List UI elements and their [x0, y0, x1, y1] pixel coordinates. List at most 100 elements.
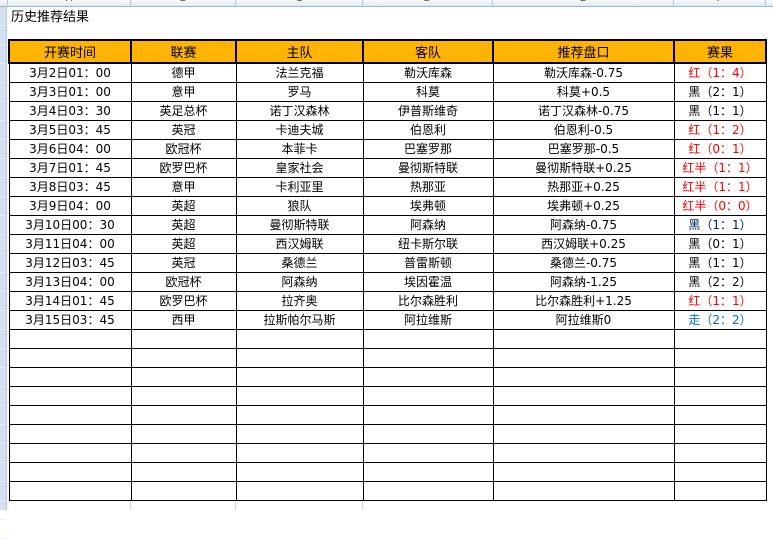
empty-cell[interactable] — [235, 462, 364, 482]
cell-home[interactable]: 西汉姆联 — [235, 234, 364, 254]
cell-handicap[interactable]: 阿森纳-0.75 — [492, 215, 675, 235]
cell-league[interactable]: 英超 — [130, 215, 237, 235]
cell-away[interactable]: 比尔森胜利 — [362, 291, 494, 311]
empty-cell[interactable] — [492, 329, 675, 349]
empty-cell[interactable] — [673, 424, 767, 444]
cell-league[interactable]: 英冠 — [130, 253, 237, 273]
empty-cell[interactable] — [8, 424, 132, 444]
cell-result[interactable]: 走（2：2） — [673, 310, 767, 330]
cell-home[interactable]: 本菲卡 — [235, 139, 364, 159]
cell-away[interactable]: 科莫 — [362, 82, 494, 102]
empty-cell[interactable] — [362, 386, 494, 406]
empty-cell[interactable] — [492, 405, 675, 425]
column-letter-B[interactable]: B — [131, 0, 236, 6]
cell-time[interactable]: 3月15日03：45 — [8, 310, 132, 330]
cell-away[interactable]: 伯恩利 — [362, 120, 494, 140]
empty-cell[interactable] — [492, 443, 675, 463]
cell-home[interactable]: 拉齐奥 — [235, 291, 364, 311]
cell-league[interactable]: 英超 — [130, 196, 237, 216]
cell-away[interactable]: 阿森纳 — [362, 215, 494, 235]
cell-result[interactable]: 黑（1：1） — [673, 101, 767, 121]
cell-handicap[interactable]: 阿森纳-1.25 — [492, 272, 675, 292]
empty-cell[interactable] — [130, 462, 237, 482]
cell-handicap[interactable]: 科莫+0.5 — [492, 82, 675, 102]
empty-cell[interactable] — [492, 481, 675, 501]
empty-cell[interactable] — [492, 367, 675, 387]
empty-cell[interactable] — [8, 367, 132, 387]
cell-time[interactable]: 3月5日03：45 — [8, 120, 132, 140]
cell-league[interactable]: 英超 — [130, 234, 237, 254]
cell-home[interactable]: 卡迪夫城 — [235, 120, 364, 140]
cell-result[interactable]: 红（1：2） — [673, 120, 767, 140]
empty-cell[interactable] — [362, 462, 494, 482]
empty-cell[interactable] — [362, 424, 494, 444]
empty-cell[interactable] — [673, 462, 767, 482]
empty-cell[interactable] — [235, 405, 364, 425]
column-letter-C[interactable]: C — [236, 0, 363, 6]
cell-home[interactable]: 罗马 — [235, 82, 364, 102]
column-header-2[interactable]: 主队 — [235, 39, 364, 64]
cell-away[interactable]: 巴塞罗那 — [362, 139, 494, 159]
cell-home[interactable]: 阿森纳 — [235, 272, 364, 292]
cell-handicap[interactable]: 比尔森胜利+1.25 — [492, 291, 675, 311]
empty-cell[interactable] — [362, 405, 494, 425]
empty-cell[interactable] — [362, 481, 494, 501]
empty-cell[interactable] — [130, 405, 237, 425]
empty-cell[interactable] — [130, 481, 237, 501]
cell-away[interactable]: 阿拉维斯 — [362, 310, 494, 330]
empty-cell[interactable] — [362, 367, 494, 387]
empty-cell[interactable] — [673, 348, 767, 368]
column-header-1[interactable]: 联赛 — [130, 39, 237, 64]
cell-time[interactable]: 3月7日01：45 — [8, 158, 132, 178]
cell-result[interactable]: 红（1：4） — [673, 62, 767, 83]
cell-handicap[interactable]: 西汉姆联+0.25 — [492, 234, 675, 254]
cell-away[interactable]: 普雷斯顿 — [362, 253, 494, 273]
cell-result[interactable]: 黑（1：1） — [673, 253, 767, 273]
cell-away[interactable]: 勒沃库森 — [362, 62, 494, 83]
column-letter-F[interactable]: F — [674, 0, 766, 6]
cell-result[interactable]: 红半（0：0） — [673, 196, 767, 216]
empty-cell[interactable] — [235, 329, 364, 349]
cell-league[interactable]: 欧罗巴杯 — [130, 291, 237, 311]
empty-cell[interactable] — [673, 386, 767, 406]
empty-cell[interactable] — [673, 405, 767, 425]
cell-league[interactable]: 欧冠杯 — [130, 272, 237, 292]
cell-result[interactable]: 红半（1：1） — [673, 158, 767, 178]
empty-cell[interactable] — [8, 329, 132, 349]
empty-cell[interactable] — [673, 481, 767, 501]
cell-handicap[interactable]: 曼彻斯特联+0.25 — [492, 158, 675, 178]
column-header-4[interactable]: 推荐盘口 — [492, 39, 675, 64]
empty-cell[interactable] — [8, 405, 132, 425]
cell-league[interactable]: 德甲 — [130, 62, 237, 83]
empty-cell[interactable] — [673, 367, 767, 387]
empty-cell[interactable] — [130, 348, 237, 368]
cell-away[interactable]: 曼彻斯特联 — [362, 158, 494, 178]
cell-handicap[interactable]: 埃弗顿+0.25 — [492, 196, 675, 216]
cell-result[interactable]: 黑（1：1） — [673, 215, 767, 235]
empty-cell[interactable] — [8, 462, 132, 482]
empty-cell[interactable] — [130, 329, 237, 349]
cell-time[interactable]: 3月13日04：00 — [8, 272, 132, 292]
cell-league[interactable]: 西甲 — [130, 310, 237, 330]
cell-result[interactable]: 红（1：1） — [673, 291, 767, 311]
cell-time[interactable]: 3月8日03：45 — [8, 177, 132, 197]
cell-home[interactable]: 卡利亚里 — [235, 177, 364, 197]
cell-home[interactable]: 曼彻斯特联 — [235, 215, 364, 235]
empty-cell[interactable] — [492, 424, 675, 444]
empty-cell[interactable] — [362, 443, 494, 463]
cell-result[interactable]: 黑（2：2） — [673, 272, 767, 292]
empty-cell[interactable] — [8, 386, 132, 406]
column-header-5[interactable]: 赛果 — [673, 39, 767, 64]
column-letter-D[interactable]: D — [363, 0, 493, 6]
cell-away[interactable]: 热那亚 — [362, 177, 494, 197]
cell-time[interactable]: 3月2日01：00 — [8, 62, 132, 83]
empty-cell[interactable] — [235, 386, 364, 406]
cell-result[interactable]: 黑（2：1） — [673, 82, 767, 102]
empty-cell[interactable] — [673, 329, 767, 349]
cell-time[interactable]: 3月6日04：00 — [8, 139, 132, 159]
empty-cell[interactable] — [130, 424, 237, 444]
column-header-0[interactable]: 开赛时间 — [8, 39, 132, 64]
empty-cell[interactable] — [8, 443, 132, 463]
cell-time[interactable]: 3月11日04：00 — [8, 234, 132, 254]
cell-handicap[interactable]: 桑德兰-0.75 — [492, 253, 675, 273]
